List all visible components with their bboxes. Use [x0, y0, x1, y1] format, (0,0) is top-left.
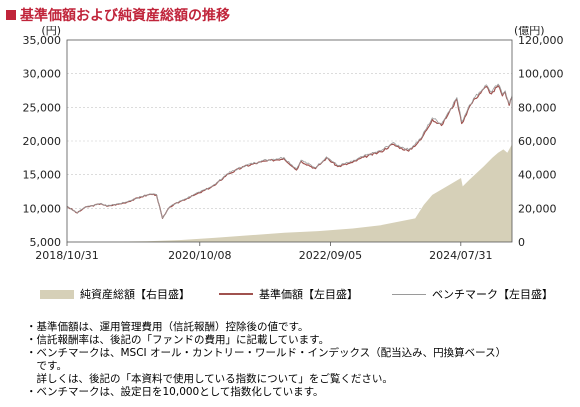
footnote: ・基準価額は、運用管理費用（信託報酬）控除後の値です。 — [26, 321, 309, 333]
footnote: ・ベンチマークは、MSCI オール・カントリー・ワールド・インデックス（配当込み… — [26, 347, 507, 359]
title-marker-icon — [6, 10, 16, 20]
net-assets-area-layer — [67, 144, 512, 242]
line-swatch-icon — [219, 293, 253, 295]
legend-label-benchmark: ベンチマーク【左目盛】 — [432, 288, 553, 301]
right-axis-tick-label: 80,000 — [518, 101, 557, 114]
left-axis-unit: (円) — [41, 26, 61, 37]
x-axis-tick-label: 2020/10/08 — [168, 249, 231, 262]
legend-item-benchmark: ベンチマーク【左目盛】 — [392, 286, 553, 302]
footnote: ・信託報酬率は、後記の「ファンドの費用」に記載しています。 — [26, 334, 330, 346]
left-axis-tick-label: 10,000 — [23, 202, 62, 215]
net-assets-area — [67, 144, 512, 242]
left-axis-tick-label: 30,000 — [23, 68, 62, 81]
legend-item-nav: 基準価額【左目盛】 — [219, 286, 358, 302]
legend-item-net-assets: 純資産総額【右目盛】 — [40, 286, 190, 302]
legend-label-net-assets: 純資産総額【右目盛】 — [80, 288, 190, 301]
benchmark-line — [66, 83, 513, 219]
x-axis-tick-label: 2022/09/05 — [299, 249, 362, 262]
left-axis-tick-label: 20,000 — [23, 135, 62, 148]
left-axis-tick-label: 35,000 — [23, 34, 62, 47]
area-swatch-icon — [40, 289, 74, 299]
right-axis-tick-label: 120,000 — [518, 34, 564, 47]
plot-frame — [66, 39, 513, 243]
right-axis-tick-label: 20,000 — [518, 202, 557, 215]
right-axis-tick-label: 60,000 — [518, 135, 557, 148]
chart-title: 基準価額および純資産総額の推移 — [6, 4, 230, 26]
right-axis-tick-label: 0 — [518, 236, 525, 249]
right-axis-tick-label: 100,000 — [518, 68, 564, 81]
footnote: ・ベンチマークは、設定日を10,000として指数化しています。 — [26, 386, 324, 398]
chart: 35,000 30,000 25,000 20,000 15,000 10,000 5,00… — [23, 26, 564, 262]
footnote: です。 — [26, 360, 67, 372]
x-axis-tick-label: 2024/07/31 — [429, 249, 492, 262]
left-axis-tick-label: 5,000 — [30, 236, 62, 249]
axis-ticks: 35,000 30,000 25,000 20,000 15,000 10,000 5,00… — [23, 26, 564, 262]
left-axis-tick-label: 25,000 — [23, 101, 62, 114]
chart-title-text: 基準価額および純資産総額の推移 — [20, 8, 230, 24]
right-axis-tick-label: 40,000 — [518, 169, 557, 182]
legend-label-nav: 基準価額【左目盛】 — [259, 288, 358, 301]
legend: 純資産総額【右目盛】 基準価額【左目盛】 ベンチマーク【左目盛】 — [0, 286, 580, 306]
benchmark-swatch-icon — [392, 293, 426, 295]
footnotes: ・基準価額は、運用管理費用（信託報酬）控除後の値です。 ・信託報酬率は、後記の「… — [26, 321, 576, 399]
footnote: 詳しくは、後記の「本資料で使用している指数について」をご覧ください。 — [26, 373, 393, 385]
series-lines-layer — [66, 83, 513, 219]
x-axis-tick-label: 2018/10/31 — [35, 249, 98, 262]
left-axis-tick-label: 15,000 — [23, 169, 62, 182]
right-axis-unit: (億円) — [514, 26, 545, 37]
